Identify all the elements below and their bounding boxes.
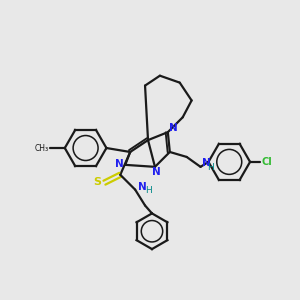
Text: N: N xyxy=(152,167,160,177)
Text: S: S xyxy=(94,177,101,187)
Text: N: N xyxy=(169,123,178,133)
Text: N: N xyxy=(202,158,210,168)
Text: N: N xyxy=(138,182,147,192)
Text: N: N xyxy=(115,159,124,169)
Text: CH₃: CH₃ xyxy=(35,143,49,152)
Text: Cl: Cl xyxy=(262,157,273,167)
Text: H: H xyxy=(145,186,152,195)
Text: H: H xyxy=(208,163,214,172)
